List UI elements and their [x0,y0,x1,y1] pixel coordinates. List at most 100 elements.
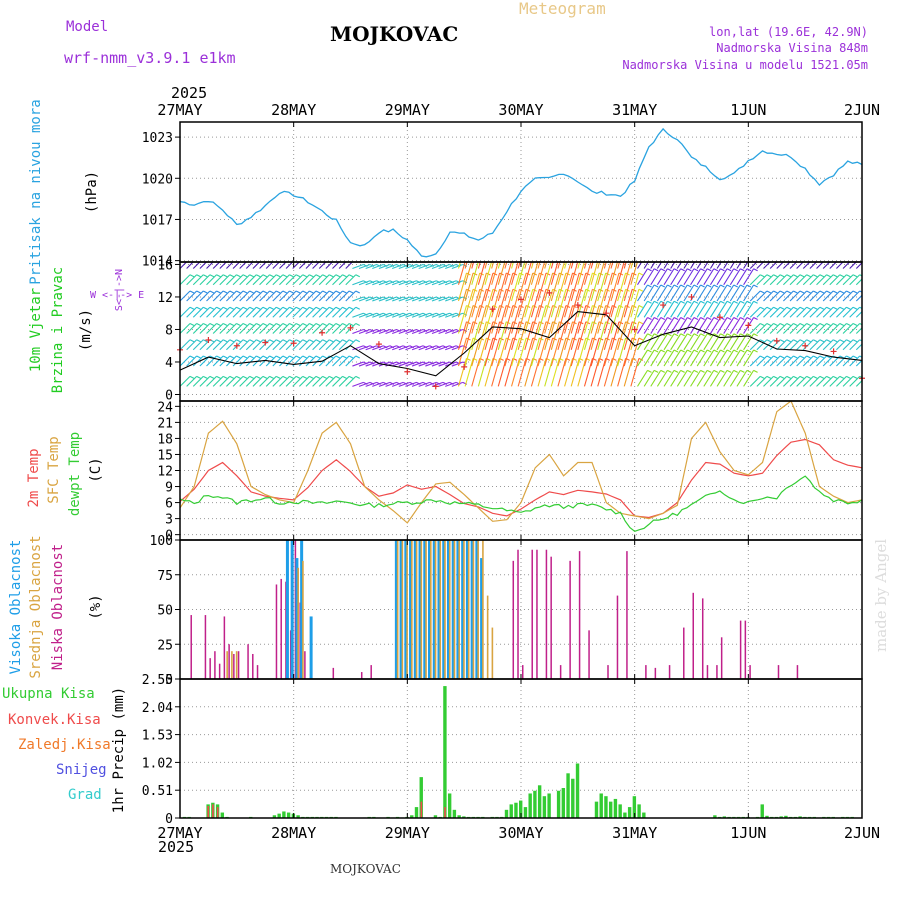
wind-barb [484,262,488,269]
wind-barb-flag [759,306,765,310]
wind-gust-marker [404,368,411,375]
wind-barb-flag [355,290,361,294]
wind-barb [776,262,785,269]
wind-barb-flag [348,339,354,343]
wind-barb [285,323,297,334]
wind-barb [796,290,808,302]
wind-barb [763,262,771,269]
wind-barb [716,284,728,302]
wind-barb-flag [866,291,870,293]
wind-barb [829,339,841,351]
low-cloud-bar [531,549,533,679]
wind-barb [425,280,437,286]
wind-barb [776,375,788,387]
wind-barb-flag [355,339,361,343]
wind-barb-flag [196,290,201,294]
wind-barb [186,290,198,302]
wind-barb-flag [189,355,195,359]
wind-barb-flag [295,375,301,379]
mid-cloud-bar [430,540,432,679]
high-cloud-bar [309,616,313,679]
wind-barb [723,349,735,367]
wind-barb-flag [209,323,215,327]
wind-barb [471,262,475,269]
precip-conv-bar [420,801,423,818]
wind-barb [763,306,774,318]
wind-barb-flag [740,268,745,272]
wind-barb-flag [647,317,652,321]
precip-total-bar [779,816,783,818]
wind-barb [212,274,224,286]
wind-barb [517,262,526,285]
wind-ylabel: (m/s) [78,309,94,351]
wind-barb [696,262,702,269]
wind-barb [789,339,801,351]
precip-total-bar [220,812,225,818]
wind-barb [239,323,251,334]
temp2m-title: 2m Temp [26,448,42,507]
x-tick-label-top: 1JUN [730,101,766,119]
wind-barb [630,262,634,269]
mid-cloud-bar [411,540,413,679]
wind-barb [816,262,824,269]
wind-barb [431,361,444,367]
mid-cloud-bar [439,540,442,679]
wind-barb-flag [693,333,699,337]
low-cloud-bar [706,665,709,679]
low-cloud-bar [588,630,590,679]
wind-barb-flag [700,268,705,272]
temp-ylabel: (C) [88,457,104,482]
wind-barb-flag [720,333,725,337]
wind-barb [564,272,574,302]
precip-legend-item: Grad [68,787,102,803]
wind-barb-flag [653,349,659,353]
wind-barb [696,300,708,318]
wind-barb [696,370,708,387]
wind-barb [696,317,708,334]
y-tick-label: 21 [157,416,173,431]
wind-barb [749,290,761,302]
wind-barb [451,361,464,367]
wind-barb [180,274,191,286]
high-cloud-bar [413,540,417,679]
wind-barb [577,262,585,285]
wind-barb [451,296,464,302]
wind-barb-flag [653,284,659,288]
wind-barb-flag [687,349,692,353]
wind-barb-flag [638,272,644,276]
wind-barb [365,361,377,367]
wind-barb [849,290,861,302]
wind-barb [849,339,861,351]
wind-barb [617,262,621,269]
wind-barb-flag [328,339,334,343]
wind-barb [597,337,607,367]
wind-barb [743,284,755,302]
wind-barb-flag [269,339,274,343]
wind-barb [789,355,801,367]
wind-barb [610,321,620,350]
wind-barb [332,375,343,387]
mid-cloud-bar [472,540,475,679]
wind-barb [451,329,464,335]
wind-barb [372,361,384,367]
wind-barb [590,321,600,350]
wind-barb [279,339,290,351]
wind-barb [497,337,507,367]
wind-barb [544,289,554,318]
wind-barb [802,262,811,269]
wind-barb [670,284,682,302]
wind-barb [716,268,728,286]
wind-barb-flag [706,369,712,373]
wind-barb-flag [302,290,307,294]
wind-barb-flag [713,369,719,373]
wind-barb-flag [322,306,327,310]
wind-barb-flag [660,268,666,272]
wind-barb [332,323,343,334]
wind-barb [504,358,514,387]
wind-barb [643,349,655,367]
wind-barb-flag [747,253,751,255]
wind-barb [809,375,821,387]
wind-barb-flag [713,284,719,288]
wind-barb [245,274,257,286]
wind-barb-flag [243,259,247,261]
